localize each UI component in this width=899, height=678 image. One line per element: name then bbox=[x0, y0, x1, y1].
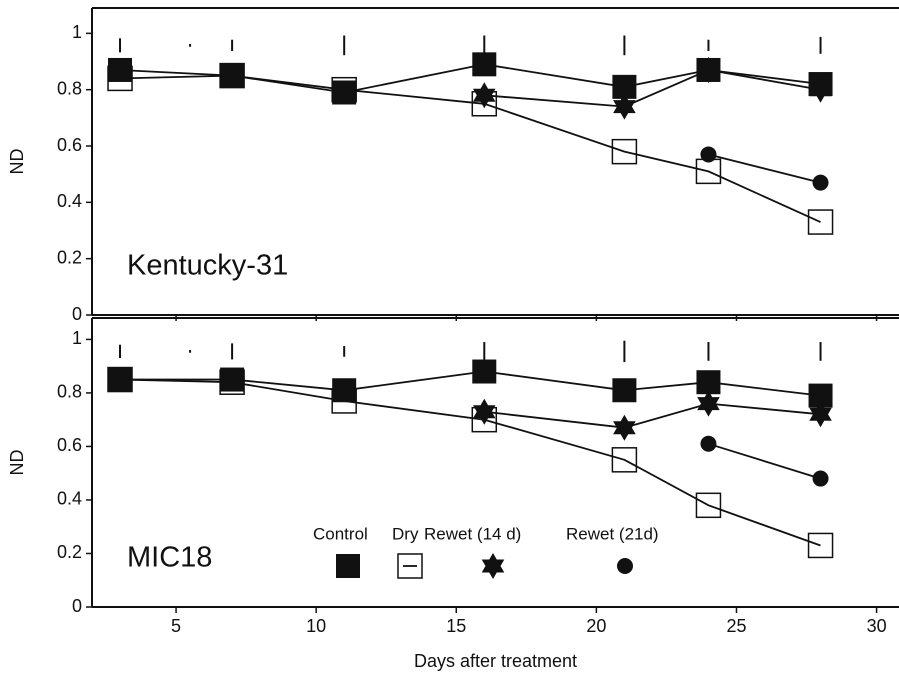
x-tick-label: 20 bbox=[586, 616, 606, 636]
y-axis-label: ND bbox=[7, 450, 27, 476]
data-point bbox=[472, 359, 497, 384]
y-tick-label: 0.4 bbox=[57, 191, 82, 211]
legend-label: Dry bbox=[392, 524, 419, 543]
data-point bbox=[611, 138, 638, 165]
data-point bbox=[108, 367, 133, 392]
x-tick-label: 15 bbox=[446, 616, 466, 636]
data-point bbox=[809, 401, 832, 428]
y-tick-label: 1 bbox=[72, 22, 82, 42]
data-point bbox=[613, 414, 636, 441]
data-point bbox=[612, 378, 637, 403]
data-point bbox=[331, 76, 357, 103]
data-point bbox=[809, 76, 832, 103]
panel-label: Kentucky-31 bbox=[127, 250, 288, 282]
legend-label: Rewet (14 d) bbox=[424, 524, 521, 543]
data-point bbox=[473, 398, 496, 425]
y-tick-label: 0 bbox=[72, 596, 82, 616]
data-point bbox=[695, 492, 722, 519]
data-point bbox=[700, 435, 717, 452]
y-tick-label: 1 bbox=[72, 328, 82, 348]
y-tick-label: 0.4 bbox=[57, 489, 82, 509]
series-line bbox=[484, 69, 821, 108]
y-tick-label: 0 bbox=[72, 304, 82, 324]
y-tick-label: 0.2 bbox=[57, 247, 82, 267]
y-tick-label: 0.6 bbox=[57, 435, 82, 455]
y-tick-label: 0.8 bbox=[57, 78, 82, 98]
data-point bbox=[697, 57, 720, 83]
data-point bbox=[219, 369, 245, 395]
legend-marker bbox=[336, 554, 360, 578]
data-point bbox=[107, 366, 133, 393]
panel-label: MIC18 bbox=[127, 542, 212, 574]
data-point bbox=[812, 470, 829, 487]
data-point bbox=[611, 447, 638, 473]
x-tick-label: 10 bbox=[306, 616, 326, 636]
data-point bbox=[220, 63, 245, 88]
data-point bbox=[472, 52, 497, 77]
data-point bbox=[807, 209, 834, 235]
data-point bbox=[331, 388, 357, 414]
legend-label: Rewet (21d) bbox=[566, 524, 659, 543]
data-point bbox=[108, 57, 133, 82]
data-point bbox=[697, 390, 720, 417]
x-tick-label: 30 bbox=[867, 616, 887, 636]
series-line bbox=[484, 402, 821, 429]
series-line bbox=[708, 153, 821, 184]
data-point bbox=[696, 370, 721, 395]
x-tick-label: 5 bbox=[171, 616, 181, 636]
data-point bbox=[812, 174, 829, 191]
data-point bbox=[107, 65, 133, 92]
y-tick-label: 0.2 bbox=[57, 542, 82, 562]
data-point bbox=[332, 378, 357, 403]
legend-marker bbox=[481, 553, 505, 579]
legend-label: Control bbox=[313, 524, 368, 543]
series-line bbox=[119, 74, 821, 223]
legend-marker bbox=[617, 558, 633, 574]
data-point bbox=[695, 158, 722, 185]
legend-marker bbox=[397, 553, 423, 579]
series-line bbox=[708, 442, 821, 480]
data-point bbox=[220, 367, 245, 392]
y-tick-label: 0.6 bbox=[57, 135, 82, 155]
y-tick-label: 0.8 bbox=[57, 382, 82, 402]
data-point bbox=[700, 146, 717, 163]
data-point bbox=[613, 93, 636, 120]
x-axis-label: Days after treatment bbox=[414, 651, 577, 671]
x-tick-label: 25 bbox=[726, 616, 746, 636]
y-axis-label: ND bbox=[7, 149, 27, 175]
data-point bbox=[332, 80, 357, 105]
data-point bbox=[473, 82, 496, 109]
data-point bbox=[807, 532, 834, 559]
data-point bbox=[219, 62, 245, 89]
